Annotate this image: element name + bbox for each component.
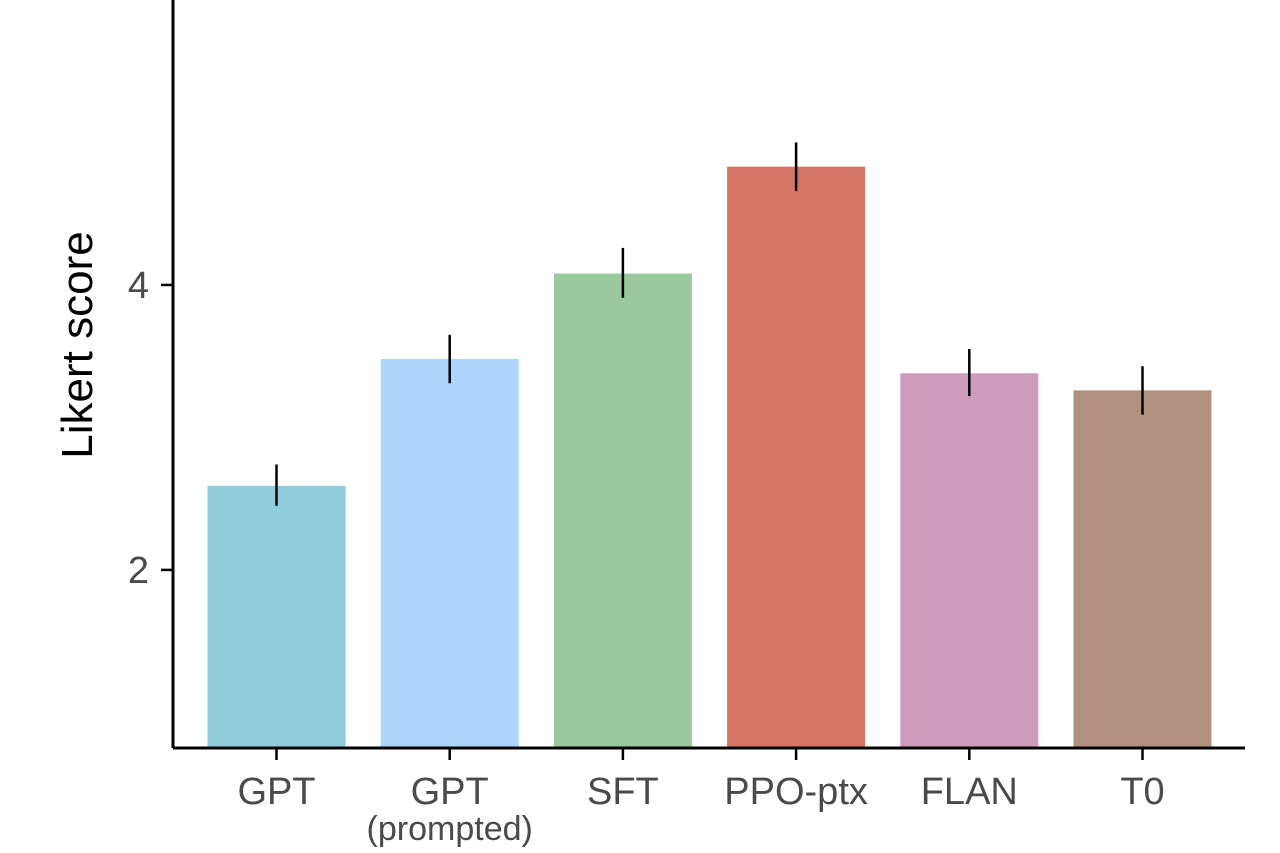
y-ticks-group: 24 bbox=[128, 265, 173, 592]
x-tick-sublabel-1: (prompted) bbox=[367, 810, 533, 848]
y-axis-title: Likert score bbox=[53, 231, 102, 458]
x-tick-label-3: PPO-ptx bbox=[724, 771, 868, 813]
bar-3 bbox=[727, 166, 866, 748]
bar-5 bbox=[1073, 390, 1212, 748]
x-tick-label-0: GPT bbox=[237, 771, 315, 813]
bar-4 bbox=[900, 373, 1039, 748]
x-tick-label-2: SFT bbox=[587, 771, 659, 813]
y-tick-label-1: 4 bbox=[128, 265, 149, 307]
x-ticks-group: GPT GPT(prompted)SFT PPO-ptx FLAN T0 bbox=[237, 748, 1165, 848]
bar-0 bbox=[207, 485, 346, 748]
bar-2 bbox=[553, 273, 692, 748]
x-tick-label-5: T0 bbox=[1120, 771, 1164, 813]
error-bars-group bbox=[275, 142, 1144, 506]
bars-group bbox=[207, 166, 1212, 748]
y-tick-label-0: 2 bbox=[128, 550, 149, 592]
x-tick-label-1: GPT bbox=[411, 771, 489, 813]
x-tick-label-4: FLAN bbox=[921, 771, 1018, 813]
bar-1 bbox=[380, 359, 519, 748]
